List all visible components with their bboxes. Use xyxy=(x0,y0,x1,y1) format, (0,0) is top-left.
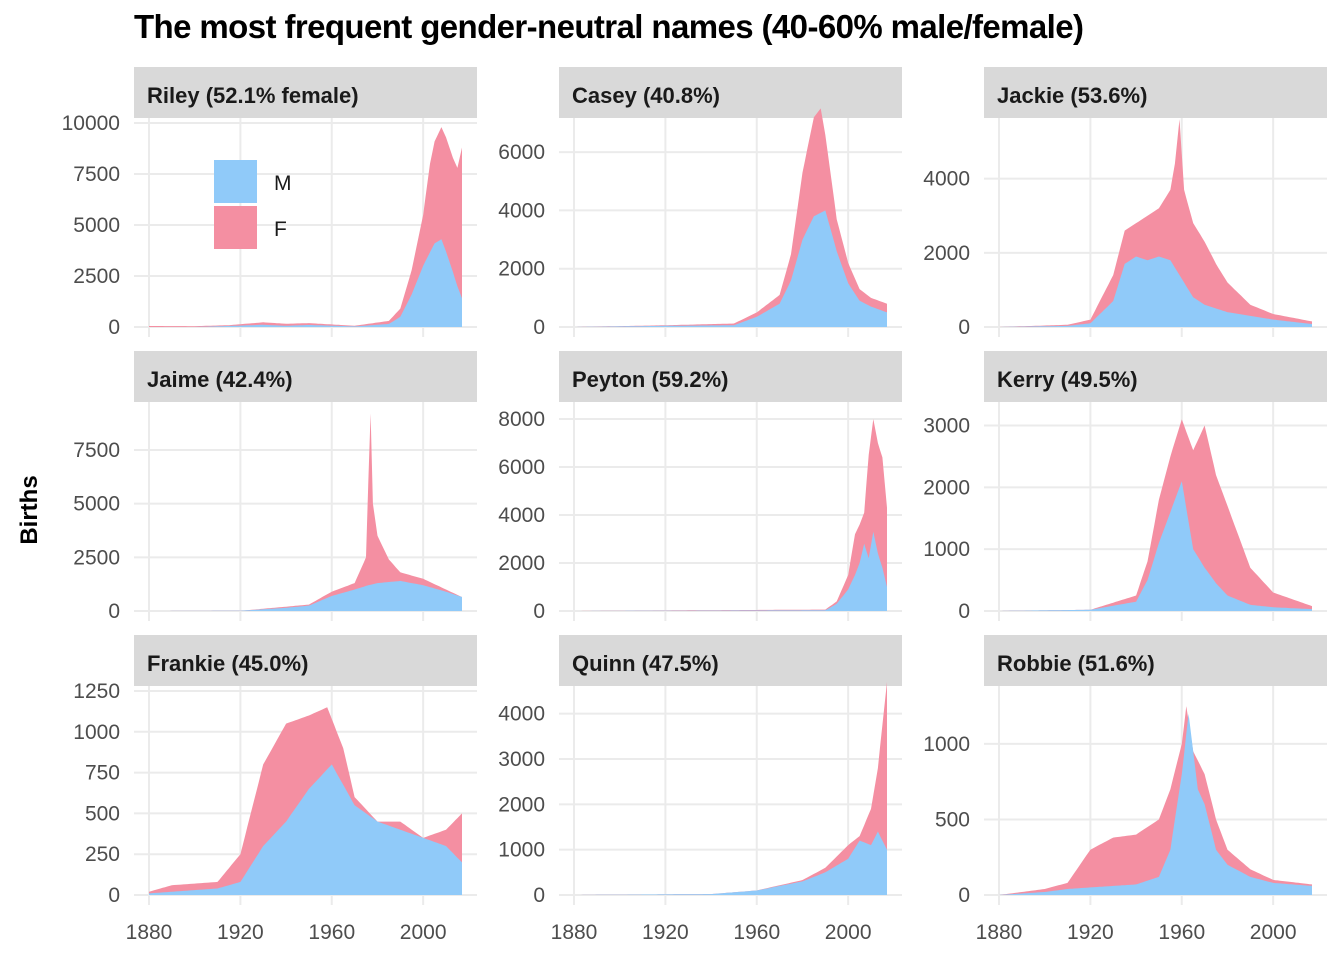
panel-strip-label: Frankie (45.0%) xyxy=(147,651,308,676)
y-tick-label: 2000 xyxy=(498,793,545,816)
x-tick-label: 1920 xyxy=(1067,921,1114,944)
y-tick-label: 2000 xyxy=(923,242,970,265)
panel-strip-label: Robbie (51.6%) xyxy=(997,651,1155,676)
area-male xyxy=(999,481,1312,611)
legend-swatch-m xyxy=(214,160,257,203)
x-tick-label: 2000 xyxy=(1250,921,1297,944)
x-tick-label: 1920 xyxy=(217,921,264,944)
y-tick-label: 0 xyxy=(533,600,545,623)
y-tick-label: 6000 xyxy=(498,141,545,164)
y-tick-label: 3000 xyxy=(923,415,970,438)
y-tick-label: 0 xyxy=(108,600,120,623)
panel-2: Casey (40.8%) 0 2000 4000 6000 xyxy=(498,67,902,339)
x-tick-label: 1880 xyxy=(976,921,1023,944)
area-male xyxy=(574,210,887,327)
y-tick-label: 10000 xyxy=(62,112,120,135)
area-male xyxy=(574,831,887,895)
y-tick-label: 1000 xyxy=(923,733,970,756)
panel-strip xyxy=(134,67,477,118)
x-tick-label: 1920 xyxy=(642,921,689,944)
panel-strip xyxy=(134,351,477,402)
y-tick-label: 0 xyxy=(108,884,120,907)
y-tick-label: 750 xyxy=(85,762,120,785)
y-tick-label: 2000 xyxy=(498,552,545,575)
y-tick-label: 1000 xyxy=(73,721,120,744)
panel-5: Peyton (59.2%) 0 2000 4000 6000 8000 xyxy=(498,351,902,623)
y-tick-label: 2000 xyxy=(498,258,545,281)
x-tick-label: 2000 xyxy=(825,921,872,944)
panel-strip-label: Casey (40.8%) xyxy=(572,83,720,108)
y-tick-label: 5000 xyxy=(73,214,120,237)
x-tick-label: 1880 xyxy=(551,921,598,944)
panel-strip-label: Peyton (59.2%) xyxy=(572,367,729,392)
panel-strip xyxy=(559,635,902,686)
panel-7: Frankie (45.0%) 0 250 500 750 1000 1250 1880 192… xyxy=(73,635,477,944)
y-tick-label: 1000 xyxy=(498,839,545,862)
panel-strip-label: Kerry (49.5%) xyxy=(997,367,1138,392)
chart-title: The most frequent gender-neutral names (… xyxy=(134,8,1084,45)
y-tick-label: 4000 xyxy=(498,504,545,527)
panel-strip xyxy=(984,351,1327,402)
panel-strip xyxy=(559,351,902,402)
panel-4: Jaime (42.4%) 0 2500 5000 7500 xyxy=(73,351,477,623)
area-female xyxy=(999,706,1312,895)
y-tick-label: 4000 xyxy=(498,199,545,222)
area-female xyxy=(149,413,462,611)
panel-strip xyxy=(984,635,1327,686)
y-tick-label: 7500 xyxy=(73,163,120,186)
y-tick-label: 1250 xyxy=(73,680,120,703)
y-tick-label: 6000 xyxy=(498,456,545,479)
y-tick-label: 0 xyxy=(533,316,545,339)
panel-strip-label: Riley (52.1% female) xyxy=(147,83,359,108)
y-tick-label: 0 xyxy=(108,316,120,339)
x-tick-label: 2000 xyxy=(400,921,447,944)
y-tick-label: 4000 xyxy=(923,168,970,191)
y-tick-label: 500 xyxy=(935,808,970,831)
legend-label-f: F xyxy=(274,218,287,241)
y-tick-label: 3000 xyxy=(498,748,545,771)
area-male xyxy=(999,256,1312,327)
y-tick-label: 2500 xyxy=(73,265,120,288)
y-tick-label: 8000 xyxy=(498,408,545,431)
legend-label-m: M xyxy=(274,172,292,195)
legend: MF xyxy=(214,160,292,249)
y-tick-label: 0 xyxy=(533,884,545,907)
panel-strip xyxy=(559,67,902,118)
x-tick-label: 1960 xyxy=(733,921,780,944)
area-male xyxy=(149,239,462,327)
panel-3: Jackie (53.6%) 0 2000 4000 xyxy=(923,67,1327,339)
y-tick-label: 7500 xyxy=(73,439,120,462)
panel-9: Robbie (51.6%) 0 500 1000 1880 1920 1960 2000 xyxy=(923,635,1327,944)
legend-swatch-f xyxy=(214,206,257,249)
y-tick-label: 0 xyxy=(958,316,970,339)
area-male xyxy=(149,764,462,895)
panel-strip-label: Jaime (42.4%) xyxy=(147,367,293,392)
panel-6: Kerry (49.5%) 0 1000 2000 3000 xyxy=(923,351,1327,623)
y-tick-label: 2500 xyxy=(73,546,120,569)
y-tick-label: 500 xyxy=(85,802,120,825)
area-female xyxy=(999,119,1312,327)
area-female xyxy=(999,419,1312,611)
panel-8: Quinn (47.5%) 0 1000 2000 3000 4000 1880 1920 19… xyxy=(498,635,902,944)
x-tick-label: 1960 xyxy=(308,921,355,944)
y-tick-label: 4000 xyxy=(498,703,545,726)
y-tick-label: 1000 xyxy=(923,538,970,561)
x-tick-label: 1960 xyxy=(1158,921,1205,944)
panel-strip-label: Jackie (53.6%) xyxy=(997,83,1147,108)
panel-strip-label: Quinn (47.5%) xyxy=(572,651,719,676)
panel-strip xyxy=(984,67,1327,118)
area-male xyxy=(574,531,887,611)
area-male xyxy=(149,580,462,611)
y-tick-label: 2000 xyxy=(923,476,970,499)
x-tick-label: 1880 xyxy=(126,921,173,944)
y-tick-label: 250 xyxy=(85,843,120,866)
y-tick-label: 0 xyxy=(958,884,970,907)
panel-1: Riley (52.1% female) 0 2500 5000 7500 10000 MF xyxy=(62,67,477,339)
y-tick-label: 0 xyxy=(958,600,970,623)
y-tick-label: 5000 xyxy=(73,493,120,516)
panel-strip xyxy=(134,635,477,686)
